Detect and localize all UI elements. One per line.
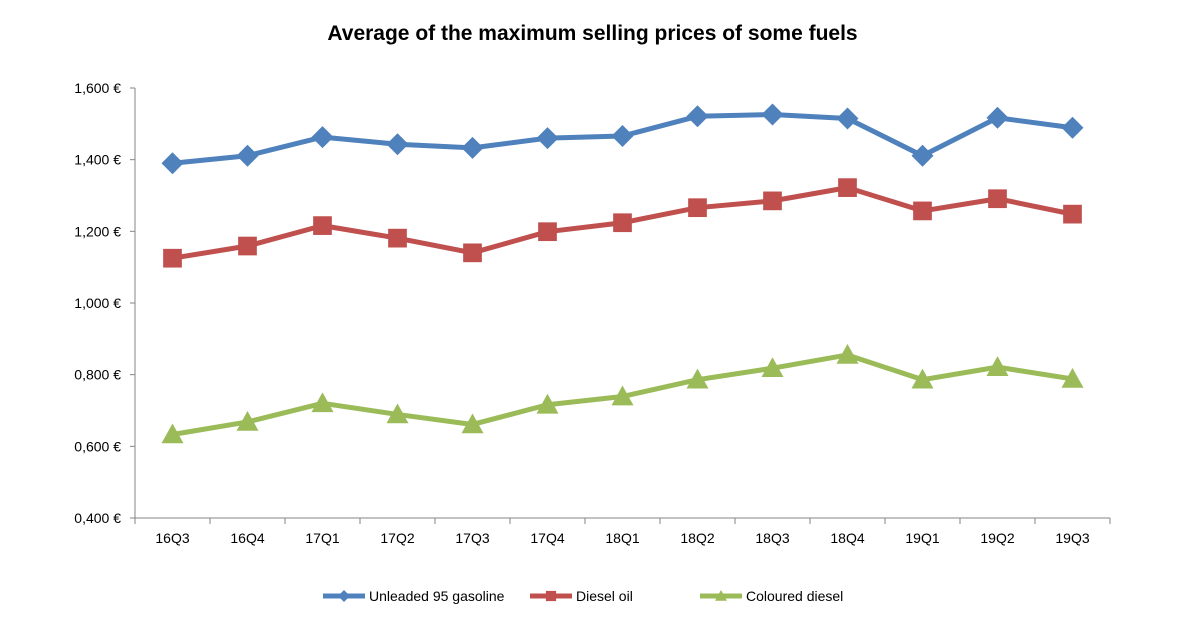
data-point-marker [461,413,484,434]
data-point-marker [913,201,932,221]
data-point-marker [763,191,782,211]
y-tick-label: 0,400 € [74,510,121,526]
x-tick-label: 18Q3 [755,530,789,546]
data-point-marker [313,216,332,235]
legend-label: Unleaded 95 gasoline [369,588,505,604]
data-point-marker [163,248,182,268]
data-point-marker [161,152,184,175]
data-point-marker [911,144,934,167]
data-point-marker [386,133,409,156]
x-tick-label: 17Q1 [305,530,339,546]
y-tick-label: 1,200 € [74,223,121,239]
legend-item: Coloured diesel [700,588,843,604]
data-point-marker [238,236,257,256]
data-point-marker [386,403,409,424]
y-tick-label: 1,600 € [74,80,121,96]
legend-item: Diesel oil [530,588,633,604]
x-tick-label: 19Q2 [980,530,1014,546]
y-tick-label: 1,000 € [74,295,121,311]
data-point-marker [688,198,707,218]
series-1 [163,178,1082,268]
legend-swatch-marker [338,590,350,602]
data-point-marker [986,356,1009,376]
data-point-marker [311,126,334,149]
x-tick-label: 18Q1 [605,530,639,546]
x-tick-label: 19Q1 [905,530,939,546]
x-tick-label: 18Q4 [830,530,864,546]
data-point-marker [1061,116,1084,139]
data-point-marker [1063,204,1082,224]
x-tick-label: 17Q3 [455,530,489,546]
x-tick-label: 19Q3 [1055,530,1089,546]
data-point-marker [1061,367,1084,388]
data-point-marker [611,125,634,148]
y-tick-label: 0,800 € [74,367,121,383]
series-2 [161,343,1084,444]
data-point-marker [613,213,632,233]
series-group [161,103,1084,444]
data-point-marker [761,103,784,126]
x-tick-label: 17Q4 [530,530,564,546]
data-point-marker [463,243,482,263]
axes: 0,400 € 0,600 € 0,800 € 1,000 € 1,200 € 1,400… [74,80,1111,546]
data-point-marker [838,178,857,197]
data-point-marker [236,144,259,167]
y-tick-label: 1,400 € [74,152,121,168]
data-point-marker [388,228,407,248]
x-tick-label: 17Q2 [380,530,414,546]
data-point-marker [536,127,559,150]
data-point-marker [236,410,259,431]
chart-title: Average of the maximum selling prices of… [327,22,858,45]
data-point-marker [986,106,1009,129]
data-point-marker [911,368,934,389]
data-point-marker [836,343,859,364]
data-point-marker [988,189,1007,209]
legend: Unleaded 95 gasoline Diesel oil Coloured d… [323,588,843,604]
y-tick-label: 0,600 € [74,438,121,454]
x-tick-label: 18Q2 [680,530,714,546]
data-point-marker [611,385,634,406]
data-point-marker [686,368,709,389]
data-point-marker [536,393,559,414]
x-tick-label: 16Q4 [230,530,264,546]
legend-swatch-marker [545,590,557,602]
data-point-marker [836,107,859,130]
data-point-marker [161,423,184,444]
data-point-marker [761,357,784,378]
legend-swatch-marker [715,590,727,601]
legend-label: Diesel oil [576,588,633,604]
legend-item: Unleaded 95 gasoline [323,588,505,604]
series-0 [161,103,1084,175]
data-point-marker [461,136,484,159]
x-tick-label: 16Q3 [155,530,189,546]
data-point-marker [538,222,557,242]
data-point-marker [311,392,334,413]
data-point-marker [686,105,709,128]
legend-label: Coloured diesel [746,588,843,604]
